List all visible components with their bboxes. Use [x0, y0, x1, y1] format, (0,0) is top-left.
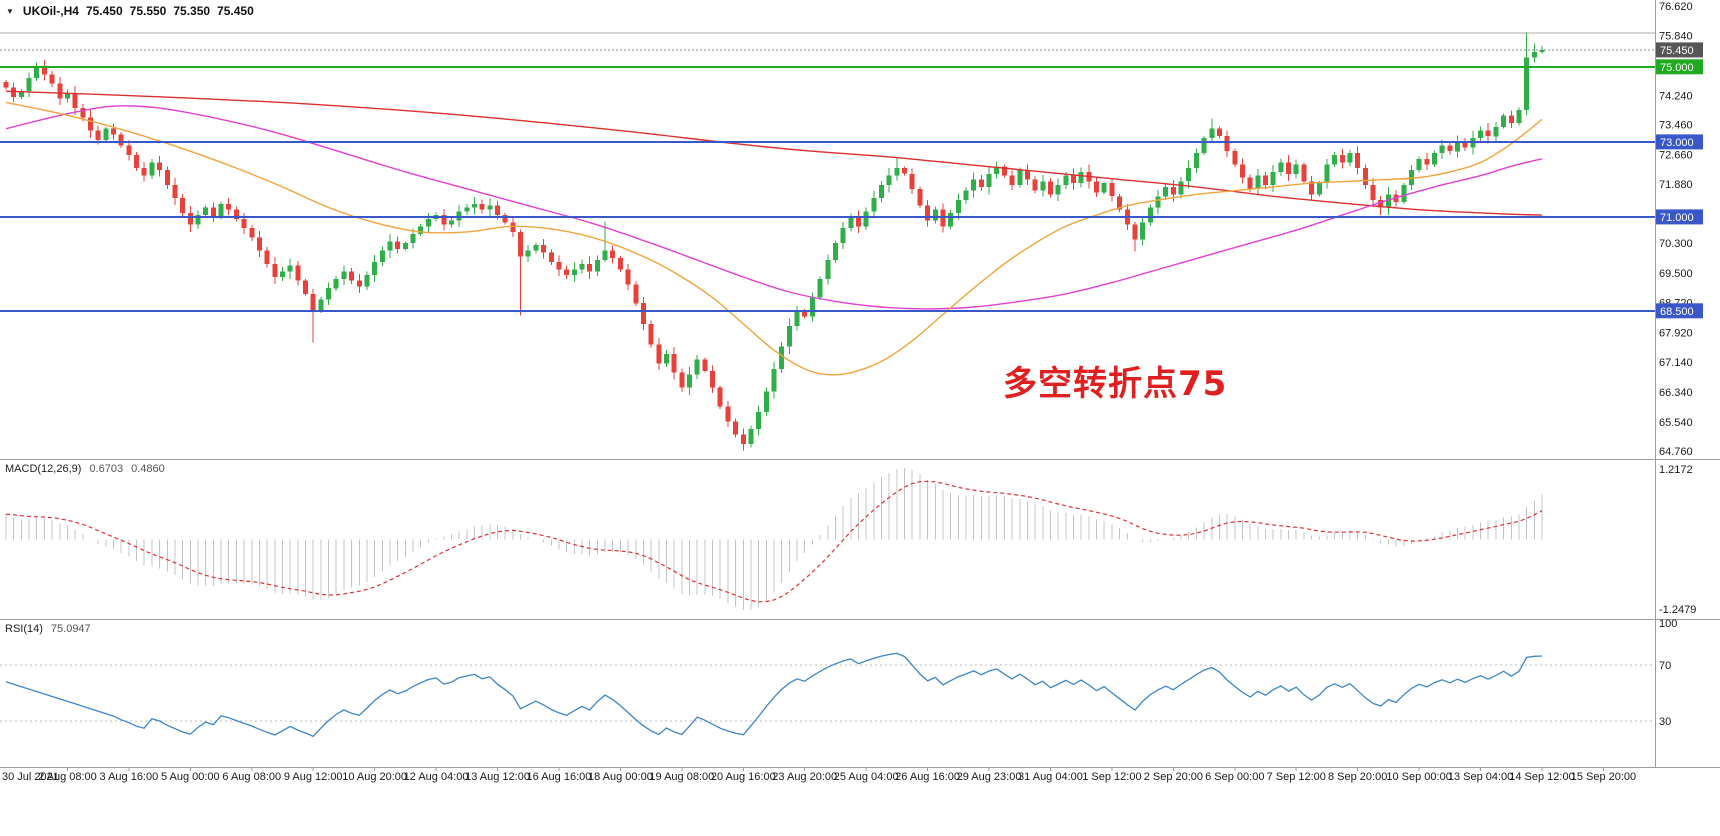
axis-label: 64.760 — [1659, 446, 1693, 458]
price-badge — [1656, 209, 1703, 225]
axis-label: 30 — [1659, 716, 1671, 728]
time-axis-label: 30 Jul 2021 — [2, 771, 59, 783]
axis-label: 66.340 — [1659, 387, 1693, 399]
time-axis-label: 31 Aug 04:00 — [1018, 771, 1083, 783]
time-axis-label: 7 Sep 12:00 — [1267, 771, 1326, 783]
axis-label: 65.540 — [1659, 417, 1693, 429]
ohlc-high: 75.550 — [129, 4, 167, 18]
chart-title: ▼ UKOil-,H4 75.450 75.550 75.350 75.450 — [6, 4, 254, 18]
price-axis[interactable]: 76.620 75.840 74.240 73.460 72.660 71.880 70.3… — [1656, 1, 1703, 458]
macd-signal-value: 0.4860 — [131, 463, 165, 475]
rsi-panel — [0, 652, 1655, 738]
axis-label: 68.500 — [1660, 306, 1694, 318]
ohlc-low: 75.350 — [173, 4, 211, 18]
time-axis-label: 25 Aug 04:00 — [834, 771, 899, 783]
ohlc-open: 75.450 — [85, 4, 123, 18]
price-badge — [1656, 59, 1703, 75]
axis-label: 75.000 — [1660, 62, 1694, 74]
rsi-line — [5, 652, 1543, 738]
time-axis-label: 6 Aug 08:00 — [222, 771, 281, 783]
price-badge — [1656, 42, 1703, 58]
macd-name: MACD(12,26,9) — [5, 463, 82, 475]
price-badge — [1656, 134, 1703, 150]
axis-label: 70.300 — [1659, 238, 1693, 250]
time-axis-label: 13 Aug 12:00 — [465, 771, 530, 783]
axis-label: 100 — [1659, 618, 1677, 630]
rsi-indicator-label: RSI(14) 75.0947 — [5, 623, 91, 635]
panel-separators — [0, 0, 1720, 768]
time-axis-label: 19 Aug 08:00 — [649, 771, 714, 783]
axis-label: 1.2172 — [1659, 464, 1693, 476]
axis-label: 72.660 — [1659, 150, 1693, 162]
horizontal-price-lines — [0, 32, 1655, 312]
time-axis-label: 14 Sep 12:00 — [1509, 771, 1574, 783]
chart-symbol-timeframe: UKOil-,H4 — [22, 4, 79, 18]
axis-label: 73.000 — [1660, 137, 1694, 149]
axis-label: 67.920 — [1659, 328, 1693, 340]
time-axis-label: 3 Aug 16:00 — [100, 771, 159, 783]
time-axis-label: 12 Aug 04:00 — [404, 771, 469, 783]
macd-histogram — [5, 468, 1543, 610]
time-axis-label: 10 Aug 20:00 — [342, 771, 407, 783]
axis-label: 76.620 — [1659, 1, 1693, 13]
time-axis-label: 8 Sep 20:00 — [1328, 771, 1387, 783]
time-axis-label: 10 Sep 00:00 — [1386, 771, 1451, 783]
ma-fast-orange — [5, 101, 1543, 376]
axis-label: 75.450 — [1660, 45, 1694, 57]
axis-label: 74.240 — [1659, 90, 1693, 102]
axis-label: 67.140 — [1659, 357, 1693, 369]
time-axis-label: 23 Aug 20:00 — [772, 771, 837, 783]
time-axis-label: 13 Sep 04:00 — [1448, 771, 1513, 783]
time-axis-label: 9 Aug 12:00 — [284, 771, 343, 783]
macd-signal-line — [5, 480, 1543, 603]
symbol-dropdown-icon[interactable]: ▼ — [6, 6, 14, 16]
axis-label: 70 — [1659, 660, 1671, 672]
time-axis-label: 6 Sep 00:00 — [1205, 771, 1264, 783]
time-axis-label: 1 Sep 12:00 — [1082, 771, 1141, 783]
axis-label: 75.840 — [1659, 30, 1693, 42]
candlestick-series — [3, 31, 1545, 451]
time-axis-label: 2 Sep 20:00 — [1144, 771, 1203, 783]
macd-indicator-label: MACD(12,26,9) 0.6703 0.4860 — [5, 463, 165, 475]
time-axis-label: 5 Aug 00:00 — [161, 771, 220, 783]
time-axis-label: 20 Aug 16:00 — [711, 771, 776, 783]
ma-slow-red — [5, 90, 1543, 216]
axis-label: 69.500 — [1659, 268, 1693, 280]
time-axis-label: 2 Aug 08:00 — [38, 771, 97, 783]
time-axis-label: 16 Aug 16:00 — [527, 771, 592, 783]
rsi-name: RSI(14) — [5, 623, 43, 635]
axis-label: -1.2479 — [1659, 604, 1696, 616]
price-badge — [1656, 303, 1703, 319]
time-axis-label: 26 Aug 16:00 — [895, 771, 960, 783]
axis-label: 73.460 — [1659, 120, 1693, 132]
ohlc-close: 75.450 — [217, 4, 254, 18]
time-axis-label: 15 Sep 20:00 — [1571, 771, 1636, 783]
axis-label: 71.880 — [1659, 179, 1693, 191]
axis-label: 71.000 — [1660, 212, 1694, 224]
time-axis-label: 18 Aug 00:00 — [588, 771, 653, 783]
time-axis-label: 29 Aug 23:00 — [957, 771, 1022, 783]
rsi-value: 75.0947 — [50, 623, 91, 635]
chart-annotation: 多空转折点75 — [1003, 364, 1228, 404]
macd-main-value: 0.6703 — [89, 463, 124, 475]
